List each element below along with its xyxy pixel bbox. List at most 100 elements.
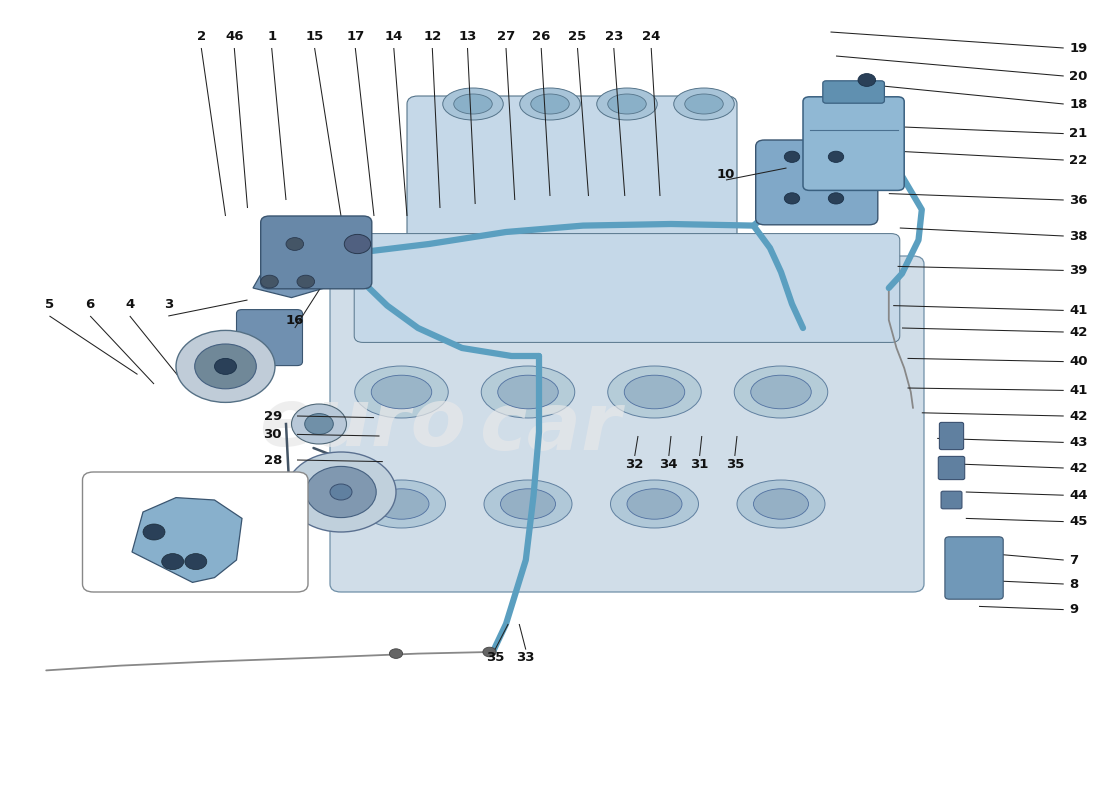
Ellipse shape: [497, 375, 558, 409]
Circle shape: [828, 193, 844, 204]
Text: 5: 5: [45, 298, 54, 310]
FancyBboxPatch shape: [803, 97, 904, 190]
FancyBboxPatch shape: [938, 456, 965, 480]
Text: 12: 12: [424, 30, 441, 42]
Polygon shape: [132, 498, 242, 582]
Text: 34: 34: [660, 458, 678, 470]
Circle shape: [784, 151, 800, 162]
Text: euro: euro: [260, 385, 466, 463]
Circle shape: [162, 554, 184, 570]
Text: 26: 26: [532, 30, 550, 42]
Circle shape: [784, 193, 800, 204]
Text: 43: 43: [1069, 436, 1088, 449]
Text: 23: 23: [605, 30, 623, 42]
Text: 41: 41: [1069, 304, 1088, 317]
FancyBboxPatch shape: [942, 491, 961, 509]
Circle shape: [214, 358, 236, 374]
Text: 39: 39: [1069, 264, 1088, 277]
Ellipse shape: [358, 480, 446, 528]
Text: 9: 9: [1069, 603, 1078, 616]
Circle shape: [286, 238, 304, 250]
Text: 22: 22: [1069, 154, 1088, 166]
Ellipse shape: [530, 94, 570, 114]
Circle shape: [389, 649, 403, 658]
Ellipse shape: [754, 489, 808, 519]
Circle shape: [185, 554, 207, 570]
Circle shape: [176, 330, 275, 402]
Circle shape: [143, 524, 165, 540]
Ellipse shape: [750, 375, 812, 409]
Circle shape: [305, 414, 333, 434]
Polygon shape: [253, 232, 339, 298]
Circle shape: [261, 275, 278, 288]
Text: 37: 37: [151, 546, 168, 558]
Text: 13: 13: [459, 30, 476, 42]
Ellipse shape: [519, 88, 581, 120]
Ellipse shape: [684, 94, 724, 114]
Circle shape: [306, 466, 376, 518]
Ellipse shape: [627, 489, 682, 519]
Text: 28: 28: [264, 454, 282, 466]
Text: 14: 14: [385, 30, 403, 42]
Text: 35: 35: [726, 458, 744, 470]
Text: 7: 7: [1069, 554, 1078, 566]
Ellipse shape: [372, 375, 431, 409]
Text: 35: 35: [486, 651, 504, 664]
Ellipse shape: [737, 480, 825, 528]
Ellipse shape: [596, 88, 658, 120]
Ellipse shape: [610, 480, 698, 528]
Text: 3: 3: [164, 298, 173, 310]
Text: 4: 4: [125, 298, 134, 310]
Text: 36: 36: [1069, 194, 1088, 206]
Ellipse shape: [484, 480, 572, 528]
Circle shape: [483, 647, 496, 657]
Ellipse shape: [453, 94, 493, 114]
Ellipse shape: [354, 366, 449, 418]
Text: 38: 38: [1069, 230, 1088, 242]
Text: 42: 42: [1069, 326, 1088, 338]
Text: 32: 32: [626, 458, 644, 470]
Text: 41: 41: [1069, 384, 1088, 397]
Circle shape: [195, 344, 256, 389]
FancyBboxPatch shape: [407, 96, 737, 288]
Text: 29: 29: [264, 410, 282, 422]
FancyBboxPatch shape: [939, 422, 964, 450]
Text: 42: 42: [1069, 410, 1088, 422]
Text: 19: 19: [1069, 42, 1088, 54]
Ellipse shape: [500, 489, 556, 519]
FancyBboxPatch shape: [756, 140, 878, 225]
Ellipse shape: [735, 366, 827, 418]
Text: 45: 45: [1069, 515, 1088, 528]
FancyBboxPatch shape: [82, 472, 308, 592]
Ellipse shape: [625, 375, 684, 409]
FancyBboxPatch shape: [945, 537, 1003, 599]
Text: 24: 24: [642, 30, 660, 42]
FancyBboxPatch shape: [354, 234, 900, 342]
Circle shape: [344, 234, 371, 254]
Text: 15: 15: [306, 30, 323, 42]
Text: 1: 1: [267, 30, 276, 42]
FancyBboxPatch shape: [330, 256, 924, 592]
Text: 46: 46: [226, 30, 243, 42]
Ellipse shape: [482, 366, 574, 418]
FancyBboxPatch shape: [236, 310, 302, 366]
FancyBboxPatch shape: [823, 81, 884, 103]
Text: car: car: [480, 389, 620, 467]
Ellipse shape: [374, 489, 429, 519]
Text: 17: 17: [346, 30, 364, 42]
Text: 31: 31: [691, 458, 708, 470]
Text: 10: 10: [717, 168, 735, 181]
Text: 40: 40: [1069, 355, 1088, 368]
Circle shape: [286, 452, 396, 532]
Text: 27: 27: [497, 30, 515, 42]
Text: 16: 16: [286, 314, 304, 326]
Text: 2: 2: [197, 30, 206, 42]
Ellipse shape: [442, 88, 504, 120]
Circle shape: [858, 74, 876, 86]
Text: 25: 25: [569, 30, 586, 42]
Text: 6: 6: [86, 298, 95, 310]
Ellipse shape: [673, 88, 735, 120]
Ellipse shape: [607, 366, 702, 418]
Text: 30: 30: [264, 428, 282, 441]
Text: 44: 44: [1069, 489, 1088, 502]
